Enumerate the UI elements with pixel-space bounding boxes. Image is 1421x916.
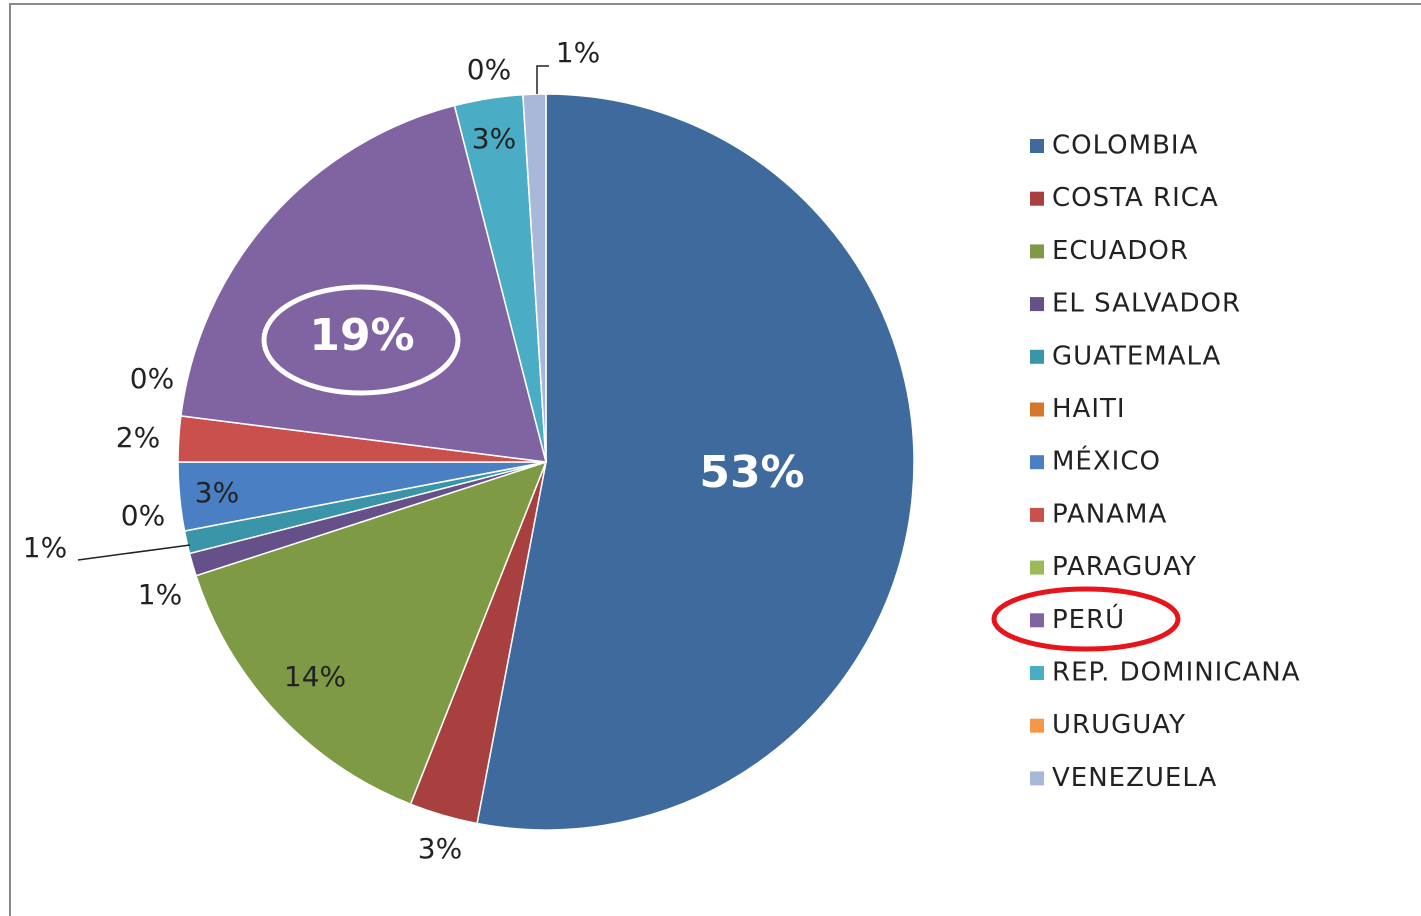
legend-swatch bbox=[1030, 297, 1044, 312]
legend-swatch bbox=[1030, 771, 1044, 786]
data-label: 3% bbox=[195, 476, 239, 509]
data-label: 0% bbox=[121, 499, 165, 532]
legend-swatch bbox=[1030, 349, 1044, 364]
legend-swatch bbox=[1030, 455, 1044, 470]
legend-label: ECUADOR bbox=[1052, 236, 1189, 266]
legend-swatch bbox=[1030, 402, 1044, 417]
data-label: 53% bbox=[699, 447, 804, 498]
legend-swatch bbox=[1030, 139, 1044, 153]
legend-swatch bbox=[1030, 613, 1044, 628]
legend-label: COSTA RICA bbox=[1052, 183, 1219, 213]
pie bbox=[177, 93, 915, 831]
pie-slice bbox=[476, 93, 915, 831]
data-label: 1% bbox=[138, 578, 182, 611]
legend-swatch bbox=[1030, 560, 1044, 575]
data-label: 0% bbox=[130, 362, 174, 395]
legend-label: URUGUAY bbox=[1052, 710, 1186, 740]
legend-label: EL SALVADOR bbox=[1052, 289, 1241, 319]
legend-label: REP. DOMINICANA bbox=[1052, 658, 1301, 688]
legend-label: MÉXICO bbox=[1052, 445, 1161, 477]
data-label: 2% bbox=[116, 421, 160, 454]
leader-line bbox=[536, 65, 549, 94]
legend-label: PARAGUAY bbox=[1052, 552, 1197, 582]
data-label: 14% bbox=[284, 660, 346, 693]
data-label: 19% bbox=[309, 310, 414, 361]
pie-slice bbox=[180, 104, 548, 463]
data-label: 1% bbox=[23, 531, 67, 564]
legend-label: HAITI bbox=[1052, 394, 1126, 424]
legend-label: PANAMA bbox=[1052, 499, 1167, 529]
legend-label: VENEZUELA bbox=[1052, 763, 1217, 793]
legend-swatch bbox=[1030, 718, 1044, 733]
legend-label: COLOMBIA bbox=[1052, 131, 1198, 161]
legend-label: PERÚ bbox=[1052, 603, 1125, 635]
highlight-ellipse bbox=[261, 284, 461, 396]
legend-swatch bbox=[1030, 507, 1044, 522]
legend-swatch bbox=[1030, 191, 1044, 206]
data-label: 3% bbox=[472, 122, 516, 155]
data-label: 1% bbox=[556, 36, 600, 69]
data-labels: 53% 3% 14% 1% 1% 0% 3% 2% 0% 19% 3% 0% 1% bbox=[23, 36, 805, 865]
legend: COLOMBIA COSTA RICA ECUADOR EL SALVADOR GUAT… bbox=[1030, 131, 1301, 793]
data-label: 0% bbox=[467, 53, 511, 86]
highlight-ellipse bbox=[991, 586, 1181, 652]
data-label: 3% bbox=[418, 832, 462, 865]
leader-line bbox=[77, 544, 191, 561]
legend-label: GUATEMALA bbox=[1052, 341, 1221, 371]
legend-swatch bbox=[1030, 244, 1044, 259]
legend-swatch bbox=[1030, 666, 1044, 680]
pie-slice bbox=[522, 93, 547, 463]
